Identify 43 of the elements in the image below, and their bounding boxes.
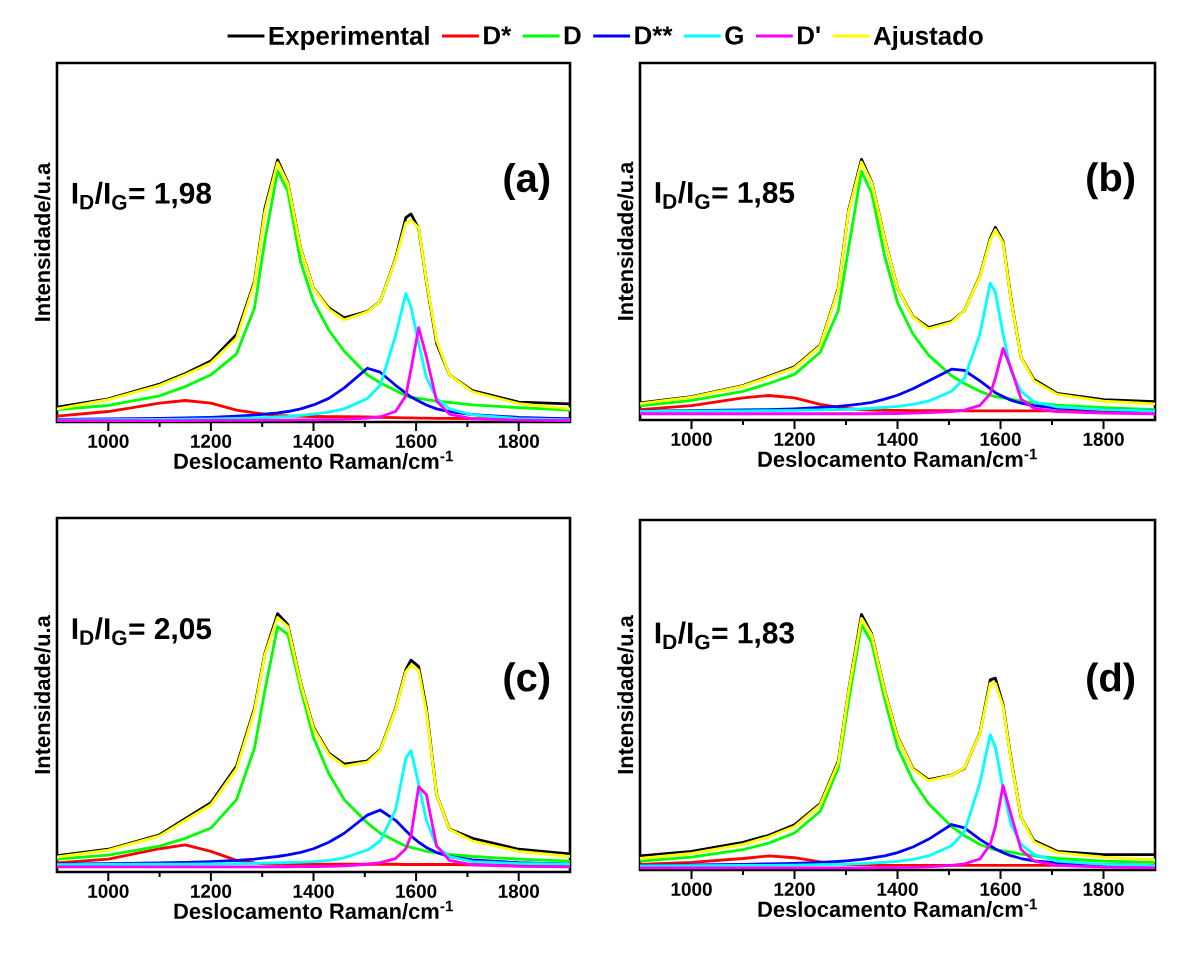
legend-label: G — [725, 26, 743, 45]
y-axis-title: Intensidade/u.a — [617, 161, 634, 320]
x-axis-title: Deslocamento Raman/cm$^{-1}$ — [758, 898, 1038, 918]
x-tick-label: 1200 — [191, 434, 232, 448]
x-tick-label: 1400 — [293, 434, 334, 448]
x-tick-label: 1000 — [671, 882, 712, 896]
x-tick-label: 1800 — [1083, 882, 1124, 896]
annotation: (b) — [1087, 162, 1135, 200]
x-axis-title: Deslocamento Raman/cm$^{-1}$ — [758, 448, 1038, 468]
x-tick-label: 1800 — [1083, 432, 1124, 446]
annotation: I$_{D}$/I$_{G}$= 1,83 — [655, 621, 794, 650]
y-axis-title: Intensidade/u.a — [34, 615, 51, 774]
x-axis-title: Deslocamento Raman/cm$^{-1}$ — [174, 450, 454, 470]
annotation: (a) — [504, 162, 550, 201]
legend-label: D — [564, 26, 581, 45]
legend-label: D* — [484, 26, 512, 45]
x-tick-label: 1800 — [498, 434, 539, 448]
y-axis-title: Intensidade/u.a — [34, 162, 51, 321]
legend-label: D' — [798, 26, 820, 45]
x-tick-label: 1800 — [498, 884, 539, 898]
legend-label: Experimental — [269, 25, 429, 51]
x-tick-label: 1200 — [191, 884, 232, 898]
y-axis-title: Intensidade/u.a — [617, 615, 634, 774]
x-tick-label: 1400 — [877, 432, 918, 446]
annotation: (d) — [1087, 662, 1135, 700]
x-tick-label: 1400 — [877, 882, 918, 896]
x-tick-label: 1600 — [980, 882, 1021, 896]
x-tick-label: 1600 — [980, 432, 1021, 446]
legend-label: D** — [635, 26, 673, 45]
x-tick-label: 1000 — [88, 884, 129, 898]
x-axis-title: Deslocamento Raman/cm$^{-1}$ — [174, 900, 454, 920]
x-tick-label: 1000 — [88, 434, 129, 448]
x-tick-label: 1400 — [293, 884, 334, 898]
legend-label: Ajustado — [873, 25, 983, 51]
x-tick-label: 1600 — [396, 434, 437, 448]
x-tick-label: 1200 — [774, 432, 815, 446]
annotation: I$_{D}$/I$_{G}$= 1,98 — [72, 181, 212, 210]
x-tick-label: 1600 — [396, 884, 437, 898]
x-tick-label: 1000 — [671, 432, 712, 446]
x-tick-label: 1200 — [774, 882, 815, 896]
annotation: (c) — [504, 662, 550, 700]
annotation: I$_{D}$/I$_{G}$= 2,05 — [72, 617, 212, 646]
annotation: I$_{D}$/I$_{G}$= 1,85 — [655, 181, 795, 210]
